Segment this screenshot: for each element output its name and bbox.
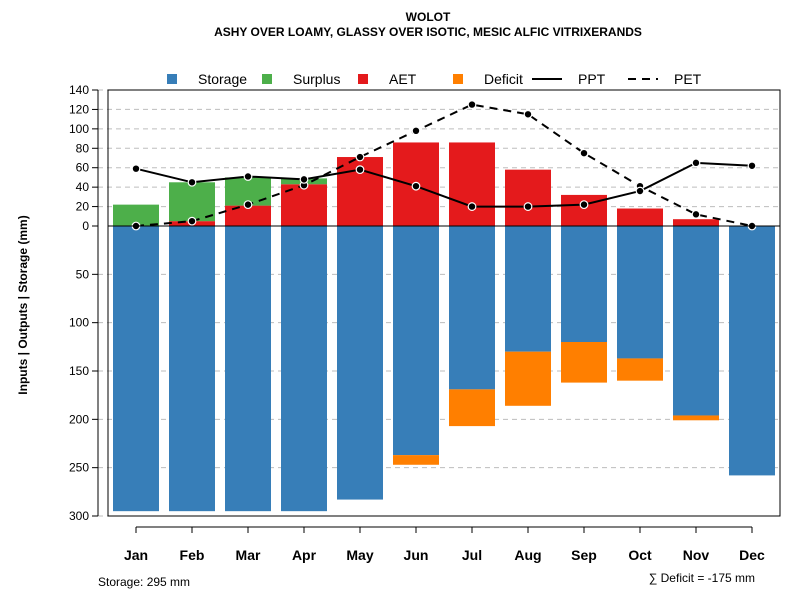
pet-point (187, 216, 197, 226)
storage-legend-label: Storage (198, 71, 247, 87)
plot-frame (107, 89, 781, 517)
y-tick-label: 100 (69, 316, 89, 330)
aet-bar (561, 194, 607, 226)
axes: 0 20 40 60 80 100 120 140 50 100 150 200 250 300 Jan Fe… (69, 83, 781, 563)
y-tick-label: 100 (69, 122, 89, 136)
pet-line (135, 103, 753, 227)
ppt-line (135, 161, 753, 208)
aet-bar (505, 169, 551, 226)
storage-bar (673, 226, 719, 416)
pet-point (411, 126, 421, 136)
ppt-point (243, 172, 253, 181)
pet-point (243, 200, 253, 210)
x-tick-label: Jan (124, 547, 148, 563)
deficit-bar (673, 415, 719, 421)
x-tick-label: Apr (292, 547, 317, 563)
deficit-legend-key (453, 74, 463, 84)
storage-bar (113, 226, 159, 512)
y-tick-label: 50 (76, 267, 90, 281)
ppt-point (635, 186, 645, 196)
y-tick-label: 140 (69, 83, 89, 97)
storage-bar (393, 226, 439, 456)
y-axis-label: Inputs | Outputs | Storage (mm) (16, 215, 30, 394)
y-tick-label: 150 (69, 364, 89, 378)
x-tick-label: Mar (236, 547, 261, 563)
lines (131, 100, 757, 231)
deficit-bar (449, 389, 495, 427)
x-tick-label: Sep (571, 547, 597, 563)
x-tick-label: Dec (739, 547, 765, 563)
bars (113, 142, 775, 512)
pet-point (355, 152, 365, 162)
pet-legend-label: PET (674, 71, 702, 87)
ppt-point (299, 174, 309, 184)
y-tick-label: 300 (69, 509, 89, 523)
aet-legend-key (358, 74, 368, 84)
chart-title: WOLOT (406, 10, 451, 24)
storage-note: Storage: 295 mm (98, 575, 190, 589)
ppt-point (523, 202, 533, 211)
legend: Storage Surplus AET Deficit PPT PET (167, 71, 702, 87)
storage-bar (505, 226, 551, 352)
y-tick-label: 80 (76, 141, 90, 155)
surplus-bar (169, 182, 215, 222)
storage-bar (169, 226, 215, 512)
y-tick-label: 60 (76, 161, 90, 175)
aet-bar (617, 208, 663, 226)
deficit-bar (617, 358, 663, 381)
y-tick-label: 40 (76, 180, 90, 194)
deficit-bar (505, 351, 551, 406)
ppt-point (467, 202, 477, 211)
chart-subtitle: ASHY OVER LOAMY, GLASSY OVER ISOTIC, MES… (214, 25, 642, 39)
storage-bar (561, 226, 607, 342)
storage-bar (449, 226, 495, 390)
ppt-point (579, 200, 589, 210)
x-tick-label: Feb (180, 547, 205, 563)
ppt-point (187, 177, 197, 187)
aet-bar (673, 219, 719, 226)
ppt-point (747, 161, 757, 171)
ppt-point (131, 164, 141, 174)
x-tick-label: Aug (514, 547, 541, 563)
ppt-point (691, 158, 701, 168)
pet-point (579, 148, 589, 158)
ppt-point (355, 165, 365, 175)
ppt-legend-label: PPT (578, 71, 606, 87)
deficit-bar (561, 342, 607, 383)
aet-bar (449, 142, 495, 226)
pet-point (467, 100, 477, 109)
x-tick-label: Jun (404, 547, 429, 563)
pet-point (523, 109, 533, 119)
ppt-point (411, 181, 421, 191)
y-tick-label: 0 (82, 219, 89, 233)
surplus-bar (113, 204, 159, 226)
x-tick-label: Oct (628, 547, 652, 563)
storage-bar (617, 226, 663, 359)
deficit-note: ∑ Deficit = -175 mm (649, 571, 755, 585)
storage-bar (281, 226, 327, 512)
y-tick-label: 250 (69, 461, 89, 475)
aet-legend-label: AET (389, 71, 417, 87)
pet-point (691, 209, 701, 219)
storage-bar (729, 226, 775, 476)
x-tick-label: Nov (683, 547, 710, 563)
aet-bar (225, 205, 271, 226)
x-tick-label: May (346, 547, 373, 563)
storage-bar (225, 226, 271, 512)
y-tick-label: 120 (69, 102, 89, 116)
deficit-legend-label: Deficit (484, 71, 523, 87)
surplus-legend-key (262, 74, 272, 84)
x-tick-label: Jul (462, 547, 482, 563)
deficit-bar (393, 455, 439, 465)
y-tick-label: 200 (69, 412, 89, 426)
storage-legend-key (167, 74, 177, 84)
storage-bar (337, 226, 383, 500)
surplus-legend-label: Surplus (293, 71, 340, 87)
y-tick-label: 20 (76, 200, 90, 214)
